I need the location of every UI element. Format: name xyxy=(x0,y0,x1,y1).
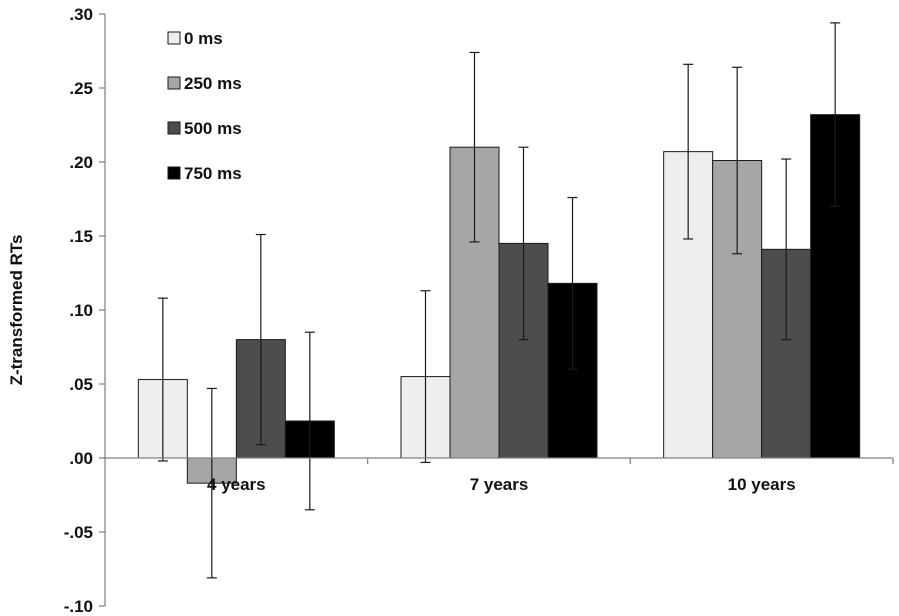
y-tick-label: .10 xyxy=(69,301,93,320)
x-tick-label: 10 years xyxy=(728,475,796,494)
x-tick-label: 7 years xyxy=(470,475,529,494)
error-bars-group xyxy=(157,22,841,579)
legend-swatch xyxy=(167,121,181,135)
y-tick-label: .25 xyxy=(69,79,93,98)
y-axis-title: Z-transformed RTs xyxy=(7,235,26,386)
legend-swatch xyxy=(167,166,181,180)
y-tick-label: .20 xyxy=(69,153,93,172)
y-tick-label: .15 xyxy=(69,227,93,246)
legend-swatch xyxy=(167,31,181,45)
y-tick-label: -.05 xyxy=(64,523,93,542)
legend: 0 ms 250 ms 500 ms 750 ms xyxy=(167,29,242,183)
legend-label: 500 ms xyxy=(184,119,242,138)
y-tick-label: .05 xyxy=(69,375,93,394)
x-tick-label: 4 years xyxy=(207,475,266,494)
legend-swatch xyxy=(167,76,181,90)
legend-label: 0 ms xyxy=(184,29,223,48)
legend-label: 250 ms xyxy=(184,74,242,93)
axes-group: .30 .25 .20 .15 .10 .05 .00 -.05 -.10 4 years 7 ye… xyxy=(64,5,894,616)
y-tick-label: .30 xyxy=(69,5,93,24)
y-tick-label: .00 xyxy=(69,449,93,468)
y-tick-label: -.10 xyxy=(64,597,93,616)
legend-label: 750 ms xyxy=(184,164,242,183)
bars-group xyxy=(137,114,861,484)
